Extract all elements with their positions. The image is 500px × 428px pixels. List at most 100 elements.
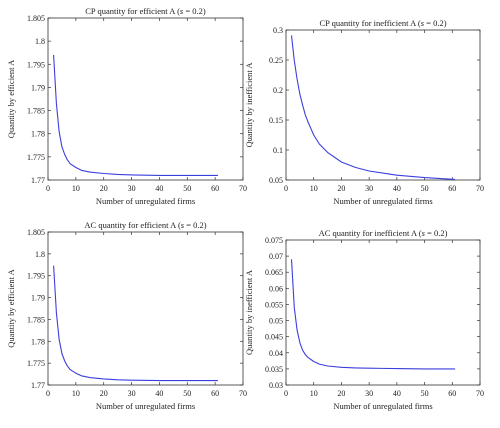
y-tick-label: 0.25 bbox=[269, 56, 283, 65]
y-axis-label: Quantity by inefficient A bbox=[244, 269, 254, 355]
x-tick-label: 10 bbox=[310, 389, 318, 398]
y-tick-label: 0.04 bbox=[269, 349, 283, 358]
y-tick-label: 0.07 bbox=[269, 252, 283, 261]
x-tick-label: 70 bbox=[239, 184, 247, 193]
x-tick-label: 40 bbox=[155, 389, 163, 398]
y-tick-label: 1.8 bbox=[35, 250, 45, 259]
series-line-1 bbox=[53, 265, 218, 382]
y-tick-label: 0.06 bbox=[269, 284, 283, 293]
x-tick-label: 20 bbox=[337, 184, 345, 193]
x-axis-label: Number of unregulated firms bbox=[333, 401, 432, 411]
title-text: AC quantity for inefficient A ( bbox=[319, 228, 422, 238]
chart-title: CP quantity for efficient A (s = 0.2) bbox=[85, 6, 206, 16]
y-tick-label: 1.79 bbox=[31, 294, 45, 303]
x-tick-label: 50 bbox=[183, 184, 191, 193]
x-tick-label: 0 bbox=[284, 184, 288, 193]
title-text: = 0.2) bbox=[184, 220, 207, 230]
x-axis-label: Number of unregulated firms bbox=[96, 196, 195, 206]
x-tick-label: 60 bbox=[211, 389, 219, 398]
x-tick-label: 10 bbox=[310, 184, 318, 193]
chart-panel-1: 0 10 20 30 40 50 60 70 1.77 1.775 1.78 1.785 1.79 1.7… bbox=[6, 6, 247, 206]
y-tick-label: 0.3 bbox=[273, 26, 283, 35]
series-line-1 bbox=[290, 259, 456, 370]
y-tick-label: 0.035 bbox=[265, 365, 283, 374]
x-tick-label: 50 bbox=[421, 184, 429, 193]
x-axis-label: Number of unregulated firms bbox=[333, 196, 432, 206]
x-tick-label: 20 bbox=[337, 389, 345, 398]
y-tick-label: 0.05 bbox=[269, 317, 283, 326]
y-tick-label: 0.075 bbox=[265, 236, 283, 245]
x-tick-label: 40 bbox=[393, 184, 401, 193]
y-tick-label: 1.775 bbox=[27, 153, 45, 162]
y-axis-label: Quantity by efficient A bbox=[6, 59, 16, 138]
y-tick-label: 1.785 bbox=[27, 315, 45, 324]
y-tick-label: 1.78 bbox=[31, 130, 45, 139]
x-tick-label: 70 bbox=[476, 184, 484, 193]
x-tick-label: 30 bbox=[128, 389, 136, 398]
x-tick-label: 30 bbox=[128, 184, 136, 193]
x-tick-label: 40 bbox=[155, 184, 163, 193]
series-line-1 bbox=[53, 54, 218, 176]
chart-panel-2: 0 10 20 30 40 50 60 70 0.05 0.1 0.15 0.2 0.25 0.3 CP q… bbox=[244, 18, 484, 206]
title-variable: s bbox=[421, 18, 425, 28]
x-tick-label: 10 bbox=[72, 184, 80, 193]
plot-frame bbox=[285, 239, 481, 386]
plot-frame bbox=[47, 17, 244, 181]
title-text: CP quantity for efficient A ( bbox=[85, 6, 180, 16]
title-text: CP quantity for inefficient A ( bbox=[319, 18, 420, 28]
y-tick-label: 0.1 bbox=[273, 146, 283, 155]
x-tick-label: 60 bbox=[448, 184, 456, 193]
y-tick-label: 1.8 bbox=[35, 37, 45, 46]
x-tick-label: 70 bbox=[476, 389, 484, 398]
y-tick-label: 0.15 bbox=[269, 116, 283, 125]
x-tick-label: 50 bbox=[183, 389, 191, 398]
y-axis-label: Quantity by inefficient A bbox=[244, 62, 254, 148]
title-text: = 0.2) bbox=[424, 18, 447, 28]
x-tick-label: 0 bbox=[46, 184, 50, 193]
y-tick-label: 1.77 bbox=[31, 176, 45, 185]
x-tick-label: 30 bbox=[365, 184, 373, 193]
title-text: = 0.2) bbox=[425, 228, 448, 238]
x-tick-label: 30 bbox=[365, 389, 373, 398]
y-tick-label: 0.045 bbox=[265, 333, 283, 342]
y-tick-label: 0.05 bbox=[269, 176, 283, 185]
x-tick-label: 60 bbox=[211, 184, 219, 193]
title-text: = 0.2) bbox=[183, 6, 206, 16]
y-tick-label: 1.78 bbox=[31, 337, 45, 346]
y-tick-label: 1.775 bbox=[27, 359, 45, 368]
y-tick-label: 1.795 bbox=[27, 272, 45, 281]
chart-title: CP quantity for inefficient A (s = 0.2) bbox=[319, 18, 446, 28]
y-tick-label: 1.785 bbox=[27, 107, 45, 116]
y-tick-label: 1.805 bbox=[27, 228, 45, 237]
y-tick-label: 0.055 bbox=[265, 300, 283, 309]
y-tick-label: 0.065 bbox=[265, 268, 283, 277]
y-axis-label: Quantity by efficient A bbox=[6, 268, 16, 347]
title-variable: s bbox=[422, 228, 426, 238]
y-tick-label: 1.795 bbox=[27, 60, 45, 69]
x-axis-label: Number of unregulated firms bbox=[96, 401, 195, 411]
y-tick-label: 1.79 bbox=[31, 83, 45, 92]
y-tick-label: 1.805 bbox=[27, 14, 45, 23]
x-tick-label: 50 bbox=[421, 389, 429, 398]
x-tick-label: 10 bbox=[72, 389, 80, 398]
chart-title: AC quantity for inefficient A (s = 0.2) bbox=[319, 228, 448, 238]
chart-panel-3: 0 10 20 30 40 50 60 70 1.77 1.775 1.78 1.785 1.79 1.7… bbox=[6, 220, 247, 411]
plot-frame bbox=[285, 29, 481, 181]
x-tick-label: 60 bbox=[448, 389, 456, 398]
plot-frame bbox=[47, 231, 244, 386]
chart-panel-4: 0 10 20 30 40 50 60 70 0.03 0.035 0.04 0.045 0.05 0.0… bbox=[244, 228, 484, 411]
x-tick-label: 0 bbox=[46, 389, 50, 398]
chart-title: AC quantity for efficient A (s = 0.2) bbox=[84, 220, 206, 230]
y-tick-label: 1.77 bbox=[31, 381, 45, 390]
y-tick-label: 0.03 bbox=[269, 381, 283, 390]
x-tick-label: 40 bbox=[393, 389, 401, 398]
title-text: AC quantity for efficient A ( bbox=[84, 220, 181, 230]
series-line-1 bbox=[290, 35, 456, 180]
x-tick-label: 0 bbox=[284, 389, 288, 398]
x-tick-label: 20 bbox=[100, 389, 108, 398]
x-tick-label: 70 bbox=[239, 389, 247, 398]
x-tick-label: 20 bbox=[100, 184, 108, 193]
title-variable: s bbox=[180, 6, 184, 16]
title-variable: s bbox=[181, 220, 185, 230]
